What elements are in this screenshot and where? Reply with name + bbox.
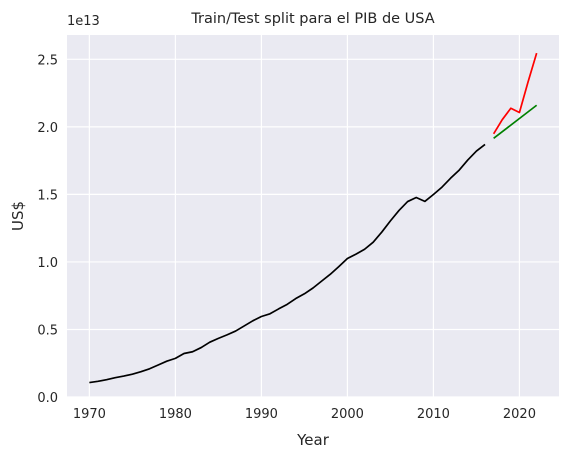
x-axis-label: Year xyxy=(296,431,330,449)
plot-area xyxy=(67,35,559,397)
y-offset-label: 1e13 xyxy=(67,14,100,29)
series-layer xyxy=(89,52,538,384)
x-tick-label: 2000 xyxy=(331,407,364,422)
y-axis-label: US$ xyxy=(9,201,27,231)
x-tick-label: 2010 xyxy=(417,407,450,422)
y-tick-label: 1.5 xyxy=(37,188,58,203)
x-tick-label: 1980 xyxy=(159,407,192,422)
x-tick-label: 1970 xyxy=(73,407,106,422)
grid xyxy=(67,35,559,398)
y-tick-label: 0.0 xyxy=(37,391,58,406)
series-line-1 xyxy=(89,143,486,384)
x-tick-label: 2020 xyxy=(503,407,536,422)
x-tick-label: 1990 xyxy=(245,407,278,422)
y-tick-label: 2.5 xyxy=(37,53,58,68)
series-line-3 xyxy=(493,104,538,140)
y-tick-label: 2.0 xyxy=(37,121,58,136)
y-tick-label: 1.0 xyxy=(37,256,58,271)
series-line-2 xyxy=(492,52,538,135)
tick-labels: 1970 1980 1990 2000 2010 2020 0.0 0.5 1.0 1.5 2.0 2… xyxy=(37,53,536,422)
y-tick-label: 0.5 xyxy=(37,323,58,338)
chart-title: Train/Test split para el PIB de USA xyxy=(190,11,434,27)
